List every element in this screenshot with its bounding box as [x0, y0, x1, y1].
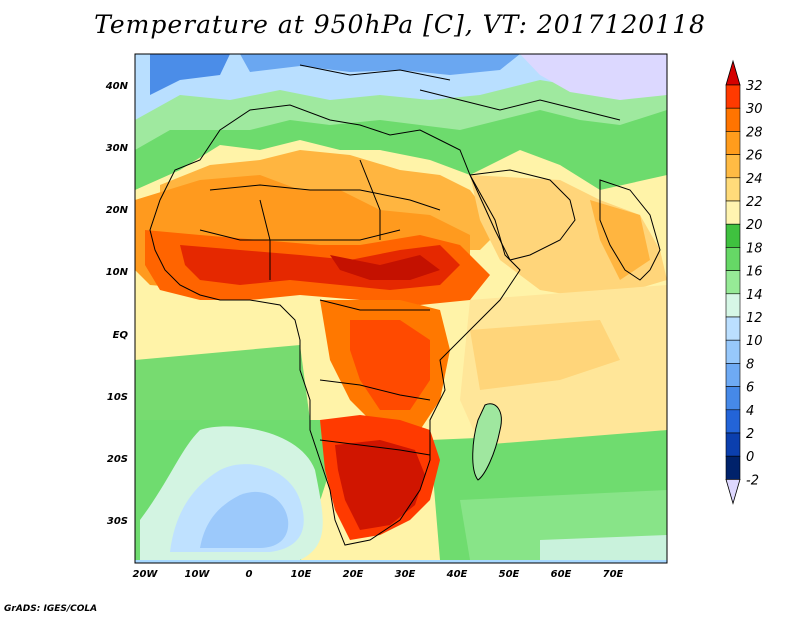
colorbar-segment: [725, 177, 741, 202]
colorbar-segment: [725, 154, 741, 179]
lat-label: 20S: [107, 454, 128, 465]
colorbar-tick-label: -2: [746, 473, 759, 488]
colorbar-segment: [725, 316, 741, 341]
colorbar-segment: [725, 107, 741, 132]
temperature-field: [135, 54, 667, 563]
lon-label: 20W: [133, 569, 159, 580]
colorbar-tick-label: 14: [746, 288, 763, 303]
colorbar-tick-label: 28: [746, 125, 763, 140]
lon-label: 40E: [446, 569, 468, 580]
colorbar-segment: [725, 247, 741, 271]
colorbar-tick-label: 24: [746, 172, 763, 187]
colorbar-segment: [725, 363, 741, 387]
lon-label: 10W: [185, 569, 211, 580]
map-title: Temperature at 950hPa [C], VT: 201712011…: [94, 10, 706, 39]
longitude-axis: 20W 10W 0 10E 20E 30E 40E 50E 60E 70E: [133, 569, 624, 580]
lat-label: 30N: [106, 143, 129, 154]
colorbar-segment: [725, 339, 741, 364]
colorbar-segment: [725, 455, 741, 480]
lat-label: 40N: [105, 81, 129, 92]
lon-label: 60E: [551, 569, 572, 580]
colorbar-tick-label: 12: [746, 311, 763, 326]
lon-label: 10E: [291, 569, 312, 580]
colorbar-segment: [725, 293, 741, 318]
lon-label: 30E: [395, 569, 416, 580]
colorbar-tick-label: 26: [746, 149, 763, 164]
lat-label: 30S: [107, 516, 128, 527]
colorbar-top-arrow: [725, 59, 741, 86]
colorbar-tick-label: 32: [746, 79, 763, 94]
coastlines: [149, 64, 661, 546]
colorbar-tick-label: 10: [746, 334, 763, 349]
lon-label: 20E: [343, 569, 364, 580]
colorbar-tick-label: 2: [746, 427, 754, 442]
colorbar-tick-label: 16: [746, 265, 763, 280]
software-credit: GrADS: IGES/COLA: [4, 604, 98, 614]
lon-label: 70E: [603, 569, 624, 580]
latitude-axis: 40N 30N 20N 10N EQ 10S 20S 30S: [105, 81, 129, 527]
colorbar-tick-label: 20: [746, 218, 763, 233]
plot-frame: [134, 53, 668, 564]
colorbar-tick-label: 18: [746, 241, 763, 256]
colorbar-tick-label: 6: [746, 381, 754, 396]
colorbar-segment: [725, 84, 741, 109]
colorbar-segment: [725, 386, 741, 411]
lon-label: 50E: [499, 569, 520, 580]
colorbar-segment: [725, 409, 741, 434]
lat-label: EQ: [113, 330, 129, 341]
colorbar-segment: [725, 223, 741, 248]
lat-label: 10N: [106, 267, 129, 278]
colorbar-tick-label: 22: [746, 195, 763, 210]
colorbar-segment: [725, 131, 741, 155]
colorbar-segment: [725, 200, 741, 225]
lat-label: 10S: [107, 392, 128, 403]
colorbar-tick-label: 0: [746, 450, 754, 465]
lon-label: 0: [246, 569, 253, 580]
lat-label: 20N: [106, 205, 129, 216]
colorbar-tick-label: 8: [746, 357, 754, 372]
colorbar-tick-label: 30: [746, 102, 763, 117]
colorbar-segment: [725, 270, 741, 295]
colorbar-tick-label: 4: [746, 404, 754, 419]
colorbar-segment: [725, 432, 741, 457]
colorbar-bottom-arrow: [725, 479, 741, 505]
